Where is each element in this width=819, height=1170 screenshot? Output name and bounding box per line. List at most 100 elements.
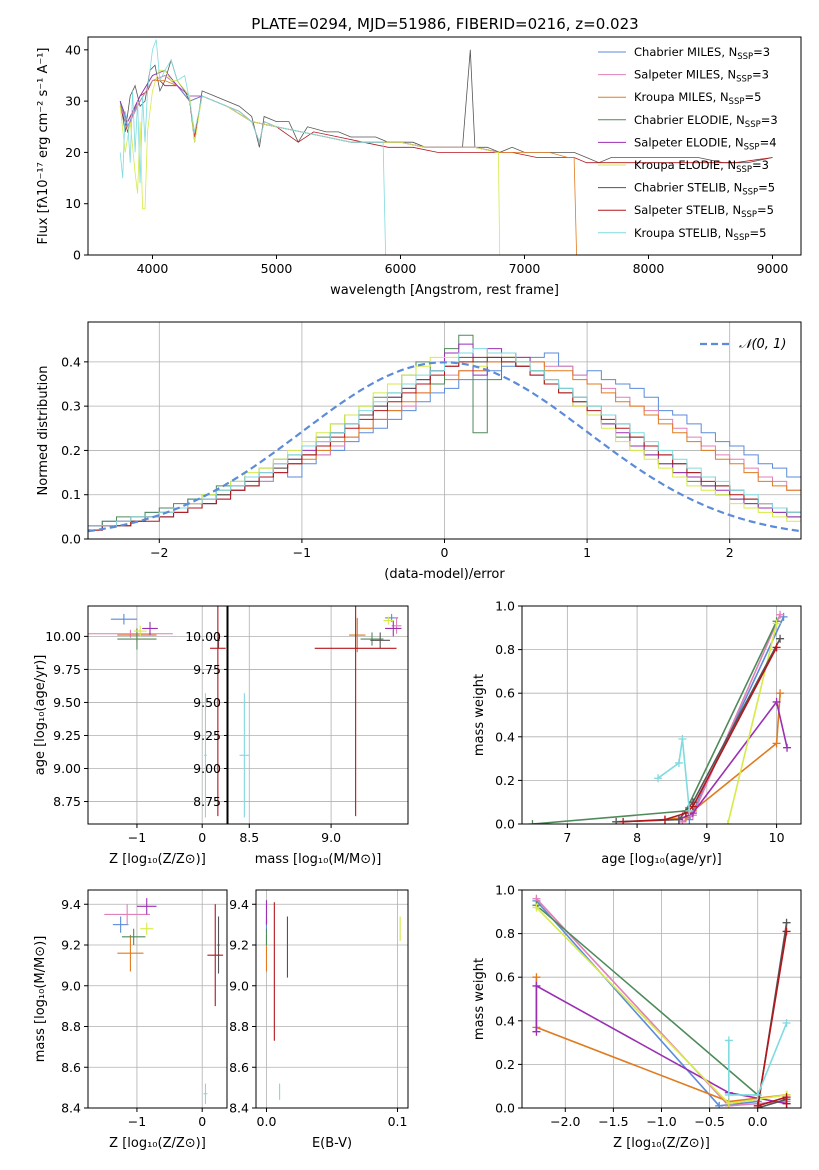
weight-line-chabrier_stelib bbox=[756, 922, 788, 1108]
x-tick-label: 2 bbox=[726, 545, 734, 560]
x-tick-label: −2.0 bbox=[550, 1114, 580, 1129]
spectrum-line-salpeter_stelib bbox=[119, 80, 773, 164]
spectrum-line-kroupa_elodie bbox=[119, 69, 501, 255]
weight-marker-chabrier_stelib bbox=[782, 918, 791, 927]
y-axis-label: mass [log₁₀(M/M⊙)] bbox=[33, 936, 48, 1063]
y-tick-label: 9.4 bbox=[61, 897, 81, 912]
legend-label-normal: 𝒩(0, 1) bbox=[739, 337, 786, 352]
panel-spectrum: 4000 5000 6000 7000 8000 9000 0 10 20 30 40 wavelen… bbox=[36, 36, 802, 298]
panel-mass-vs-EBV: 0.0 0.1 8.4 8.6 8.8 9.0 9.2 9.4 E(B-V) bbox=[229, 889, 409, 1151]
legend-label-chabrier_elodie: Chabrier ELODIE, NSSP=3 bbox=[634, 113, 778, 130]
plot-area bbox=[88, 334, 801, 533]
x-tick-label: 7000 bbox=[509, 261, 541, 276]
y-tick-label: 10.00 bbox=[185, 629, 221, 644]
y-tick-label: 8.75 bbox=[193, 794, 221, 809]
weight-marker-kroupa_elodie bbox=[724, 1099, 733, 1108]
y-tick-label: 8.4 bbox=[61, 1101, 81, 1116]
weight-marker-chabrier_stelib bbox=[776, 634, 785, 643]
weight-marker-salpeter_stelib bbox=[688, 802, 697, 811]
y-tick-label: 0.0 bbox=[495, 1101, 515, 1116]
weight-marker-kroupa_elodie bbox=[532, 903, 541, 912]
weight-marker-chabrier_elodie bbox=[528, 820, 537, 824]
x-tick-label: 0.0 bbox=[748, 1114, 768, 1129]
x-tick-label: 0 bbox=[441, 545, 449, 560]
y-tick-label: 1.0 bbox=[495, 599, 515, 614]
y-axis-label: mass weight bbox=[472, 958, 487, 1040]
x-axis-label: wavelength [Angstrom, rest frame] bbox=[330, 283, 559, 298]
weight-marker-chabrier_stelib bbox=[674, 815, 683, 824]
legend-label-kroupa_stelib: Kroupa STELIB, NSSP=5 bbox=[634, 226, 766, 243]
weight-marker-kroupa_stelib bbox=[654, 774, 663, 783]
legend-label-salpeter_elodie: Salpeter ELODIE, NSSP=4 bbox=[634, 135, 777, 152]
y-tick-label: 0.1 bbox=[61, 487, 81, 502]
x-tick-label: 4000 bbox=[137, 261, 169, 276]
weight-marker-salpeter_stelib bbox=[782, 927, 791, 936]
axes-frame bbox=[87, 605, 228, 825]
legend-label-kroupa_elodie: Kroupa ELODIE, NSSP=3 bbox=[634, 158, 769, 175]
y-tick-label: 0.3 bbox=[61, 399, 81, 414]
y-tick-label: 40 bbox=[65, 42, 81, 57]
legend-label-chabrier_stelib: Chabrier STELIB, NSSP=5 bbox=[634, 181, 775, 198]
x-tick-label: 8 bbox=[633, 830, 641, 845]
y-tick-label: 0.2 bbox=[495, 1057, 515, 1072]
legend-label-salpeter_stelib: Salpeter STELIB, NSSP=5 bbox=[634, 203, 774, 220]
x-tick-label: 5000 bbox=[261, 261, 293, 276]
x-tick-label: 0.1 bbox=[388, 1114, 408, 1129]
weight-marker-chabrier_miles bbox=[715, 1101, 724, 1108]
y-tick-label: 0.0 bbox=[495, 817, 515, 832]
y-tick-label: 9.25 bbox=[193, 728, 221, 743]
x-axis-label: Z [log₁₀(Z/Z⊙)] bbox=[109, 1136, 206, 1151]
x-tick-label: 1 bbox=[583, 545, 591, 560]
y-tick-label: 0.4 bbox=[61, 354, 81, 369]
y-tick-label: 8.4 bbox=[229, 1101, 249, 1116]
y-tick-label: 0.4 bbox=[495, 729, 515, 744]
legend-label-chabrier_miles: Chabrier MILES, NSSP=3 bbox=[634, 45, 770, 62]
plot-area bbox=[265, 900, 401, 1100]
panel-residual-histogram: −2 −1 0 1 2 0.0 0.1 0.2 0.3 0.4 (data-model)/error… bbox=[36, 321, 802, 582]
histogram-salpeter_stelib bbox=[88, 356, 801, 531]
x-tick-label: −2 bbox=[150, 545, 168, 560]
y-tick-label: 0.8 bbox=[495, 926, 515, 941]
y-tick-label: 9.0 bbox=[229, 978, 249, 993]
y-tick-label: 30 bbox=[65, 94, 81, 109]
legend-label-salpeter_miles: Salpeter MILES, NSSP=3 bbox=[634, 68, 769, 85]
y-tick-label: 9.50 bbox=[53, 695, 81, 710]
y-tick-label: 0.2 bbox=[495, 773, 515, 788]
y-tick-label: 0.4 bbox=[495, 1013, 515, 1028]
plot-area bbox=[104, 898, 224, 1104]
y-tick-label: 8.75 bbox=[53, 794, 81, 809]
weight-marker-kroupa_stelib bbox=[753, 1090, 762, 1099]
y-tick-label: 10.00 bbox=[45, 629, 81, 644]
axes-frame bbox=[87, 889, 228, 1109]
weight-marker-kroupa_elodie bbox=[772, 619, 781, 628]
weight-marker-salpeter_stelib bbox=[660, 815, 669, 824]
x-tick-label: −1.5 bbox=[598, 1114, 628, 1129]
plot-area bbox=[119, 39, 773, 255]
x-tick-label: 9 bbox=[703, 830, 711, 845]
y-tick-label: 9.00 bbox=[193, 761, 221, 776]
x-tick-label: −0.5 bbox=[694, 1114, 724, 1129]
histogram-kroupa_stelib bbox=[88, 348, 801, 527]
y-tick-label: 8.8 bbox=[229, 1019, 249, 1034]
figure-title: PLATE=0294, MJD=51986, FIBERID=0216, z=0… bbox=[251, 15, 638, 33]
y-tick-label: 9.50 bbox=[193, 695, 221, 710]
y-tick-label: 8.8 bbox=[61, 1019, 81, 1034]
weight-line-kroupa_stelib bbox=[727, 1022, 788, 1096]
weight-line-kroupa_stelib bbox=[657, 738, 691, 811]
x-axis-label: Z [log₁₀(Z/Z⊙)] bbox=[613, 1136, 710, 1151]
plot-area bbox=[88, 606, 226, 818]
x-tick-label: −1.0 bbox=[646, 1114, 676, 1129]
y-tick-label: 9.25 bbox=[53, 728, 81, 743]
weight-marker-kroupa_stelib bbox=[674, 758, 683, 767]
weight-marker-kroupa_miles bbox=[776, 689, 785, 698]
y-tick-label: 9.75 bbox=[193, 662, 221, 677]
weight-marker-salpeter_stelib bbox=[753, 1101, 762, 1108]
x-tick-label: 0.0 bbox=[257, 1114, 277, 1129]
x-axis-label: age [log₁₀(age/yr)] bbox=[601, 852, 722, 867]
y-tick-label: 9.00 bbox=[53, 761, 81, 776]
weight-marker-chabrier_stelib bbox=[612, 817, 621, 824]
y-tick-label: 0.0 bbox=[61, 532, 81, 547]
x-tick-label: −1 bbox=[128, 1114, 146, 1129]
y-tick-label: 0 bbox=[73, 248, 81, 263]
